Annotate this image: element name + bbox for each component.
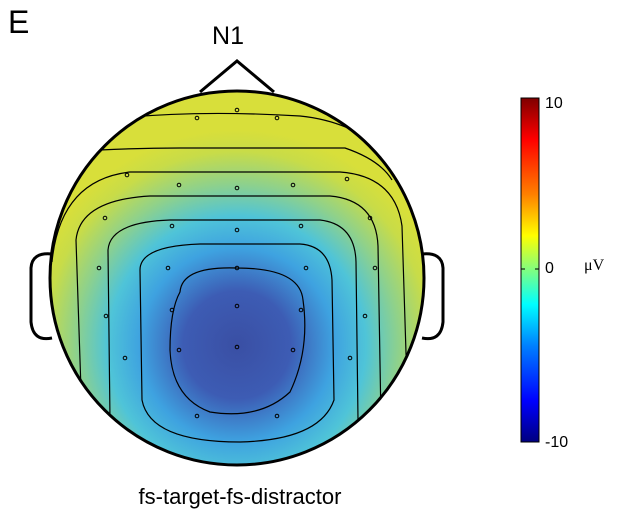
colorbar <box>520 97 540 443</box>
colorbar-max-label: 10 <box>545 95 563 112</box>
panel-label: E <box>8 4 30 40</box>
colorbar-unit-label: μV <box>584 257 605 274</box>
voltage-map <box>50 91 424 465</box>
condition-label: fs-target-fs-distractor <box>138 484 342 509</box>
colorbar-min-label: -10 <box>545 434 569 451</box>
nose-outline <box>199 59 275 94</box>
head-outline <box>48 89 426 467</box>
colorbar-mid-label: 0 <box>545 260 554 277</box>
left-ear-outline <box>29 252 53 341</box>
component-label: N1 <box>212 22 244 50</box>
right-ear-outline <box>421 252 445 341</box>
electrode-markers <box>96 107 378 419</box>
